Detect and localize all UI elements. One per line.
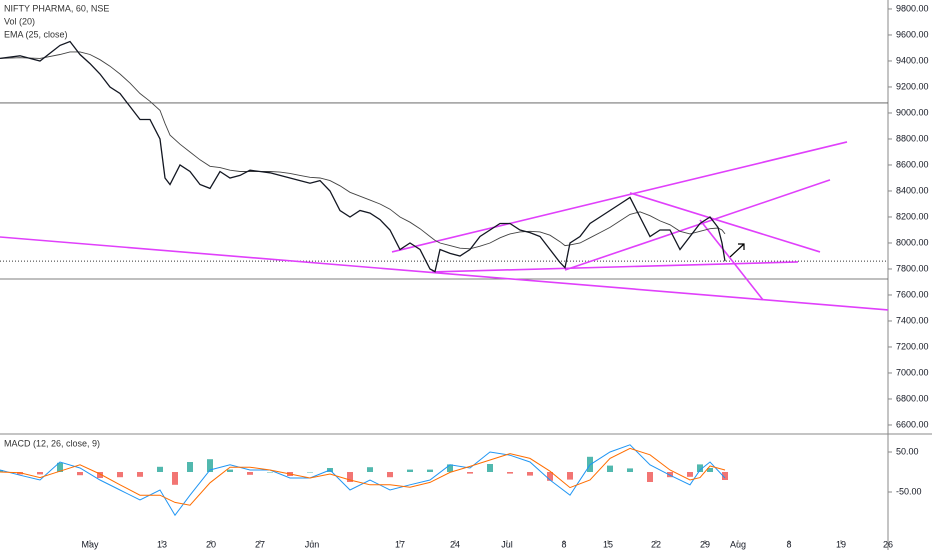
y-tick-label: 8600.00	[896, 159, 929, 169]
histogram-bar	[37, 472, 43, 475]
x-tick-label: 8	[786, 539, 791, 549]
x-tick-label: 27	[255, 539, 265, 549]
histogram-bar	[267, 472, 273, 473]
ema-label: EMA (25, close)	[4, 29, 68, 39]
chart-title: NIFTY PHARMA, 60, NSE	[4, 3, 109, 13]
y-tick-label: 7200.00	[896, 341, 929, 351]
macd-title: MACD (12, 26, close, 9)	[4, 438, 100, 448]
y-tick-label: 7600.00	[896, 289, 929, 299]
histogram-bar	[187, 462, 193, 472]
x-tick-label: Jul	[501, 539, 513, 549]
histogram-bar	[667, 472, 673, 478]
histogram-bar	[97, 472, 103, 478]
y-tick-label: 50.00	[896, 446, 919, 456]
trend-line	[699, 219, 764, 301]
x-tick-label: 19	[836, 539, 846, 549]
histogram-bar	[687, 472, 693, 477]
histogram-bar	[367, 467, 373, 472]
y-tick-label: 7400.00	[896, 315, 929, 325]
histogram-bar	[157, 466, 163, 472]
y-tick-label: 8000.00	[896, 237, 929, 247]
histogram-bar	[347, 472, 353, 482]
histogram-bar	[117, 472, 123, 478]
histogram-bar	[427, 469, 433, 472]
histogram-bar	[647, 472, 653, 482]
histogram-bar	[0, 470, 3, 472]
histogram-bar	[722, 472, 728, 480]
histogram-bar	[247, 472, 253, 475]
x-tick-label: Jun	[305, 539, 320, 549]
histogram-bar	[607, 465, 613, 472]
y-tick-label: 6800.00	[896, 393, 929, 403]
histogram-bar	[697, 464, 703, 472]
histogram-bar	[567, 472, 573, 480]
histogram-bar	[307, 472, 313, 473]
histogram-bar	[407, 469, 413, 472]
trend-line	[431, 261, 799, 273]
y-tick-label: 9400.00	[896, 55, 929, 65]
histogram-bar	[207, 459, 213, 472]
histogram-bar	[447, 464, 453, 472]
trend-line	[564, 179, 831, 271]
histogram-bar	[487, 464, 493, 472]
trend-line	[0, 236, 889, 311]
histogram-bar	[172, 472, 178, 485]
y-tick-label: 9800.00	[896, 3, 929, 13]
y-tick-label: 6600.00	[896, 419, 929, 429]
ema-line	[0, 51, 726, 250]
signal-line	[0, 447, 726, 506]
y-tick-label: -50.00	[896, 486, 922, 496]
arrow	[729, 243, 745, 258]
histogram-bar	[707, 468, 713, 472]
x-tick-label: 20	[206, 539, 216, 549]
x-tick-label: 22	[651, 539, 661, 549]
histogram-bar	[627, 468, 633, 472]
y-tick-label: 9600.00	[896, 29, 929, 39]
y-tick-label: 8200.00	[896, 211, 929, 221]
x-tick-label: 15	[603, 539, 613, 549]
indicator-label: Vol (20)	[4, 16, 35, 26]
histogram-bar	[77, 472, 83, 476]
y-tick-label: 9000.00	[896, 107, 929, 117]
trend-line	[629, 192, 821, 253]
y-tick-label: 7800.00	[896, 263, 929, 273]
histogram-bar	[467, 472, 473, 474]
y-tick-label: 9200.00	[896, 81, 929, 91]
histogram-bar	[57, 462, 63, 472]
histogram-bar	[527, 472, 533, 476]
y-tick-label: 7000.00	[896, 367, 929, 377]
histogram-bar	[227, 469, 233, 472]
histogram-bar	[547, 472, 553, 481]
x-tick-label: 26	[883, 539, 893, 549]
x-tick-label: Aug	[730, 539, 746, 549]
price-line	[0, 40, 726, 273]
histogram-bar	[387, 472, 393, 478]
x-tick-label: 8	[561, 539, 566, 549]
x-tick-label: 13	[157, 539, 167, 549]
macd-line	[0, 444, 726, 517]
trend-line	[391, 141, 848, 253]
y-tick-label: 8800.00	[896, 133, 929, 143]
y-tick-label: 8400.00	[896, 185, 929, 195]
x-tick-label: 29	[700, 539, 710, 549]
histogram-bar	[137, 472, 143, 477]
x-tick-label: 17	[395, 539, 405, 549]
x-tick-label: May	[81, 539, 99, 549]
x-tick-label: 24	[450, 539, 460, 549]
histogram-bar	[507, 472, 513, 474]
